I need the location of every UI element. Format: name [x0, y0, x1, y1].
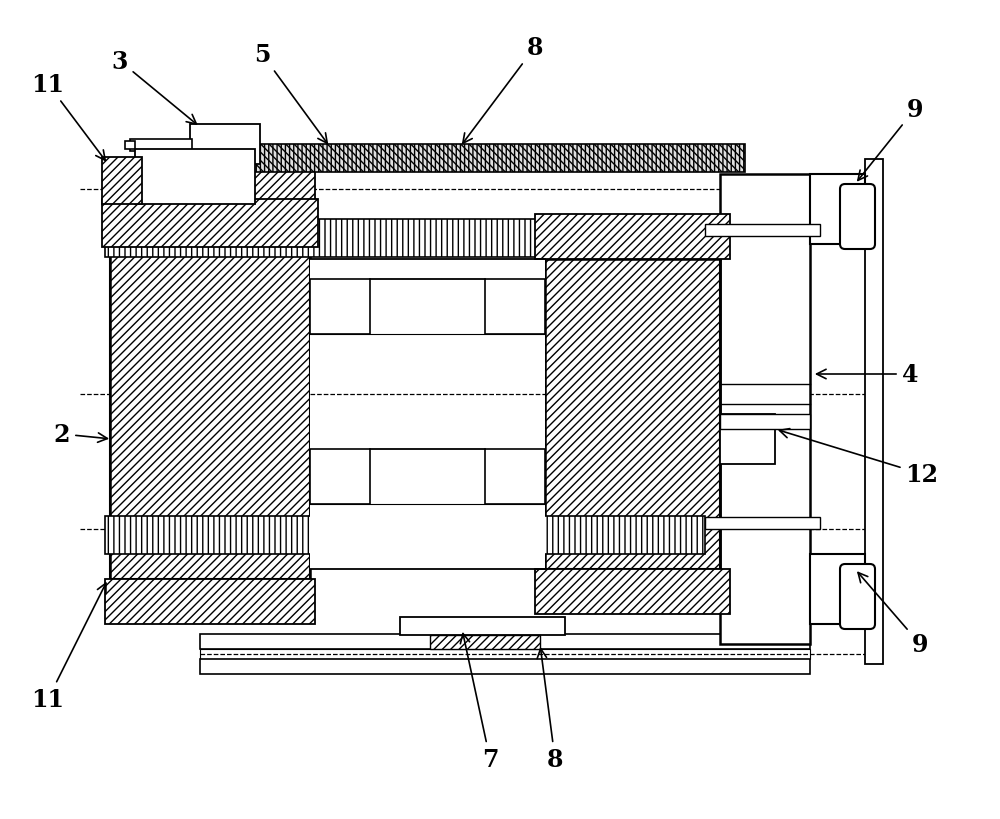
Text: 8: 8: [463, 36, 543, 144]
Bar: [310, 260, 545, 569]
Bar: [105, 160, 315, 205]
Bar: [310, 450, 370, 505]
Text: 12: 12: [779, 429, 938, 486]
Text: 11: 11: [32, 73, 105, 161]
Text: 9: 9: [858, 98, 923, 181]
Bar: [190, 124, 260, 165]
Bar: [720, 414, 810, 429]
Bar: [175, 145, 745, 173]
Bar: [130, 140, 192, 152]
Text: 8: 8: [537, 649, 563, 771]
Bar: [545, 260, 720, 569]
Bar: [200, 649, 810, 659]
Bar: [200, 659, 810, 674]
Bar: [430, 636, 540, 649]
Bar: [175, 145, 745, 173]
Text: 5: 5: [254, 43, 327, 144]
Bar: [810, 174, 865, 245]
Bar: [102, 200, 318, 247]
Bar: [720, 414, 775, 464]
Text: 3: 3: [112, 50, 196, 124]
Bar: [105, 579, 315, 624]
Bar: [135, 150, 255, 205]
Bar: [110, 205, 310, 579]
Bar: [535, 215, 730, 260]
Text: 2: 2: [54, 423, 107, 446]
Bar: [720, 174, 810, 645]
Bar: [485, 279, 545, 335]
Text: 4: 4: [817, 363, 918, 387]
Text: 7: 7: [460, 634, 498, 771]
Bar: [485, 450, 545, 505]
Text: 9: 9: [858, 572, 928, 656]
Bar: [400, 618, 565, 636]
Bar: [705, 518, 820, 529]
Bar: [865, 160, 883, 664]
Bar: [125, 142, 135, 150]
Bar: [102, 158, 142, 205]
Text: 11: 11: [32, 583, 106, 711]
Bar: [705, 224, 820, 237]
Bar: [810, 554, 865, 624]
FancyBboxPatch shape: [840, 185, 875, 250]
Bar: [310, 279, 370, 335]
Bar: [105, 219, 705, 258]
Bar: [105, 516, 705, 554]
Bar: [535, 569, 730, 614]
FancyBboxPatch shape: [840, 564, 875, 629]
Bar: [200, 634, 810, 649]
